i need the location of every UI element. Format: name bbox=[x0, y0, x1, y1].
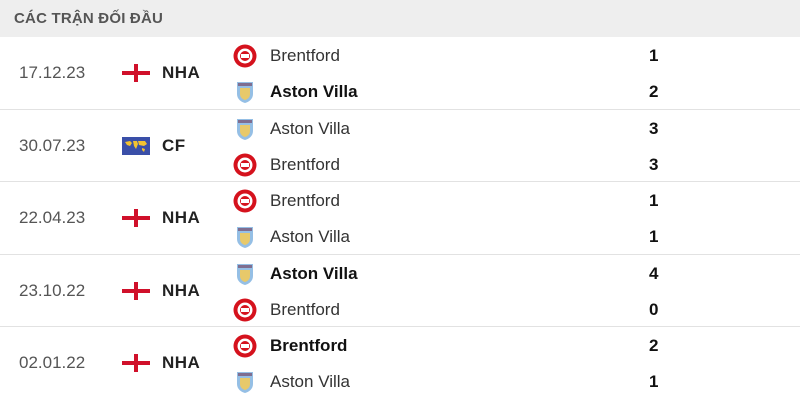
team-row[interactable]: Brentford 2 bbox=[233, 328, 793, 364]
aston-villa-crest-icon bbox=[233, 225, 257, 249]
match-list: 17.12.23 NHA Brentford 1 Aston Villa 2 3… bbox=[0, 37, 800, 400]
match-row[interactable]: 17.12.23 NHA Brentford 1 Aston Villa 2 bbox=[0, 37, 800, 110]
team-row[interactable]: Brentford 1 bbox=[233, 38, 793, 74]
competition-label: NHA bbox=[162, 208, 201, 228]
match-row[interactable]: 30.07.23 CF Aston Villa 3 Brentford 3 bbox=[0, 110, 800, 183]
england-flag-icon bbox=[122, 64, 150, 82]
team-score: 1 bbox=[649, 227, 659, 247]
team-name: Brentford bbox=[270, 154, 340, 174]
aston-villa-crest-icon bbox=[233, 117, 257, 141]
aston-villa-crest-icon bbox=[233, 80, 257, 104]
team-score: 2 bbox=[649, 82, 659, 101]
team-score: 1 bbox=[649, 372, 659, 392]
team-row[interactable]: Aston Villa 3 bbox=[233, 111, 793, 147]
team-row[interactable]: Brentford 3 bbox=[233, 147, 793, 183]
aston-villa-crest-icon bbox=[233, 370, 257, 394]
match-date: 02.01.22 bbox=[19, 353, 86, 373]
brentford-crest-icon bbox=[233, 153, 257, 177]
competition-label: CF bbox=[162, 135, 186, 155]
match-date: 23.10.22 bbox=[19, 280, 86, 300]
aston-villa-crest-icon bbox=[233, 262, 257, 286]
team-score: 3 bbox=[649, 154, 659, 174]
team-score: 1 bbox=[649, 191, 659, 211]
brentford-crest-icon bbox=[233, 44, 257, 68]
competition-label: NHA bbox=[162, 63, 201, 82]
team-name: Aston Villa bbox=[270, 118, 351, 138]
team-row[interactable]: Aston Villa 4 bbox=[233, 256, 793, 292]
competition-label: NHA bbox=[162, 353, 201, 373]
team-score: 3 bbox=[649, 118, 659, 138]
england-flag-icon bbox=[122, 281, 150, 300]
match-row[interactable]: 02.01.22 NHA Brentford 2 Aston Villa 1 bbox=[0, 327, 800, 400]
team-score: 1 bbox=[649, 46, 659, 65]
team-score: 4 bbox=[649, 263, 659, 283]
team-row[interactable]: Aston Villa 1 bbox=[233, 364, 793, 400]
team-name: Aston Villa bbox=[270, 82, 358, 101]
team-name: Brentford bbox=[270, 191, 340, 211]
team-name: Brentford bbox=[270, 336, 348, 356]
team-name: Aston Villa bbox=[270, 263, 358, 283]
team-name: Brentford bbox=[270, 46, 340, 65]
brentford-crest-icon bbox=[233, 298, 257, 322]
team-name: Brentford bbox=[270, 299, 340, 319]
team-score: 0 bbox=[649, 299, 659, 319]
team-name: Aston Villa bbox=[270, 227, 351, 247]
match-date: 17.12.23 bbox=[19, 63, 86, 82]
brentford-crest-icon bbox=[233, 189, 257, 213]
england-flag-icon bbox=[122, 354, 150, 373]
match-date: 22.04.23 bbox=[19, 208, 86, 228]
match-row[interactable]: 22.04.23 NHA Brentford 1 Aston Villa 1 bbox=[0, 182, 800, 255]
england-flag-icon bbox=[122, 209, 150, 228]
team-name: Aston Villa bbox=[270, 372, 351, 392]
world-flag-icon bbox=[122, 136, 150, 155]
match-row[interactable]: 23.10.22 NHA Aston Villa 4 Brentford 0 bbox=[0, 255, 800, 328]
team-score: 2 bbox=[649, 336, 659, 356]
match-date: 30.07.23 bbox=[19, 135, 86, 155]
team-row[interactable]: Aston Villa 2 bbox=[233, 74, 793, 110]
team-row[interactable]: Brentford 1 bbox=[233, 183, 793, 219]
competition-label: NHA bbox=[162, 280, 201, 300]
team-row[interactable]: Brentford 0 bbox=[233, 292, 793, 328]
brentford-crest-icon bbox=[233, 334, 257, 358]
section-title: CÁC TRẬN ĐỐI ĐẦU bbox=[0, 0, 800, 37]
team-row[interactable]: Aston Villa 1 bbox=[233, 219, 793, 255]
